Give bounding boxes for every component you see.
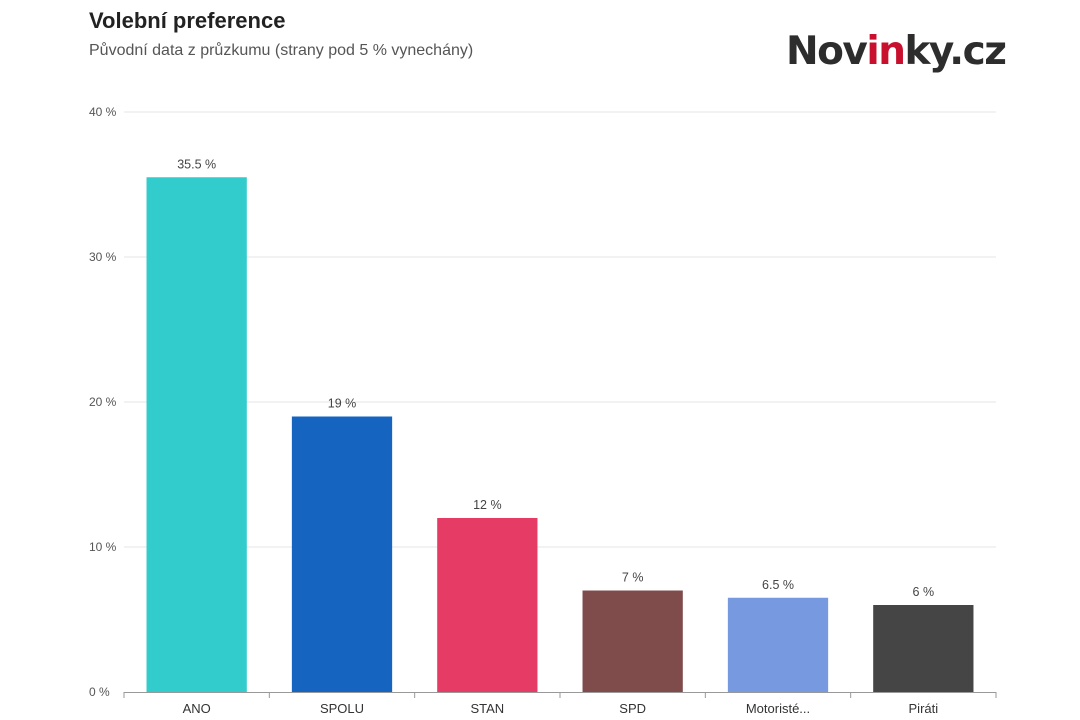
- logo-text-part: Nov: [786, 29, 868, 74]
- bar: [873, 605, 974, 692]
- y-tick-label: 40 %: [89, 105, 117, 119]
- x-category-label: Piráti: [909, 701, 939, 716]
- gridlines: [123, 111, 997, 698]
- bar: [146, 177, 247, 692]
- bars: [146, 177, 974, 692]
- x-category-label: SPD: [619, 701, 646, 716]
- data-label: 6.5 %: [762, 578, 794, 592]
- chart-title: Volební preference: [89, 8, 286, 33]
- y-tick-label: 10 %: [89, 540, 117, 554]
- y-tick-label: 30 %: [89, 250, 117, 264]
- logo-text-highlight: in: [866, 29, 906, 74]
- x-category-label: STAN: [470, 701, 504, 716]
- bar: [437, 518, 538, 692]
- data-label: 19 %: [328, 397, 357, 411]
- y-tick-label: 0 %: [89, 685, 110, 699]
- data-label: 7 %: [622, 571, 644, 585]
- data-label: 6 %: [913, 585, 935, 599]
- data-label: 35.5 %: [177, 157, 216, 171]
- y-tick-label: 20 %: [89, 395, 117, 409]
- logo-text-part: ky.cz: [904, 29, 1007, 74]
- x-category-label: ANO: [183, 701, 211, 716]
- data-label: 12 %: [473, 498, 502, 512]
- bar: [727, 597, 829, 692]
- x-category-label: Motoristé...: [746, 701, 810, 716]
- chart-subtitle: Původní data z průzkumu (strany pod 5 % …: [89, 42, 474, 59]
- novinky-logo[interactable]: Novinky.cz: [786, 28, 1007, 76]
- x-category-label: SPOLU: [320, 701, 364, 716]
- bar: [291, 416, 393, 692]
- labels: 0 % 10 % 20 % 30 % 40 % 35.5 % ANO 19 % SPOLU 12 …: [89, 105, 938, 716]
- bar: [582, 590, 683, 692]
